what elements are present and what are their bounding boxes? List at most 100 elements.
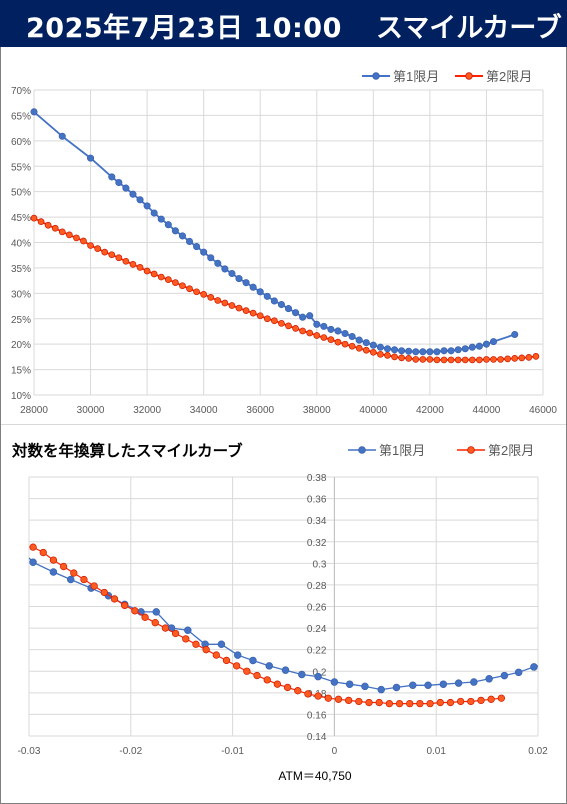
data-point <box>500 671 509 680</box>
data-point <box>242 307 250 314</box>
data-point <box>426 699 434 708</box>
data-point <box>298 670 306 679</box>
data-point <box>320 322 328 330</box>
data-point <box>334 327 342 335</box>
data-point <box>207 254 215 262</box>
y-tick-label: 20% <box>11 340 31 351</box>
data-point <box>44 221 52 229</box>
x-tick-label: 36000 <box>246 405 274 416</box>
y-tick-label: 45% <box>11 213 31 224</box>
x-tick-label: 0.02 <box>528 746 548 757</box>
data-point <box>278 319 285 327</box>
data-point <box>49 556 58 564</box>
data-point <box>186 285 193 293</box>
data-point <box>497 356 504 363</box>
data-point <box>182 635 190 643</box>
y-tick-label: 0.16 <box>307 710 327 721</box>
data-point <box>108 251 116 259</box>
chart-title: 対数を年換算したスマイルカーブ <box>11 441 243 460</box>
data-point <box>355 697 363 706</box>
grid-lines <box>28 476 539 737</box>
legend-marker-series2 <box>465 72 473 80</box>
data-point <box>100 588 108 597</box>
legend-marker-series1 <box>358 446 366 454</box>
data-point <box>345 680 354 688</box>
data-point <box>58 132 66 140</box>
y-tick-label: 0.28 <box>307 581 327 592</box>
data-point <box>129 261 137 268</box>
data-point <box>476 356 483 364</box>
data-point <box>143 202 151 210</box>
data-point <box>171 227 179 235</box>
data-point <box>376 343 384 351</box>
data-point <box>284 305 293 313</box>
data-point <box>192 640 200 648</box>
y-tick-label: 60% <box>11 137 31 148</box>
data-point <box>202 646 210 654</box>
data-point <box>398 347 406 355</box>
data-point <box>532 353 540 360</box>
data-point <box>51 224 59 232</box>
data-point <box>30 108 38 116</box>
data-point <box>377 350 384 358</box>
data-point <box>456 697 465 706</box>
y-tick-label: 35% <box>11 264 31 275</box>
data-point <box>383 345 392 353</box>
data-point <box>152 608 161 616</box>
data-point <box>504 355 512 363</box>
data-point <box>365 698 373 707</box>
data-point <box>122 257 130 265</box>
data-point <box>136 196 144 204</box>
data-point <box>263 315 271 323</box>
data-point <box>193 243 201 251</box>
data-point <box>141 613 149 621</box>
data-point <box>477 696 485 705</box>
data-point <box>285 322 292 330</box>
x-tick-label: 34000 <box>190 405 218 416</box>
data-point <box>253 671 261 680</box>
data-point <box>369 341 377 349</box>
x-tick-label: 46000 <box>529 405 557 416</box>
x-tick-label: 30000 <box>77 405 105 416</box>
series-line <box>33 111 515 353</box>
series-1 <box>28 557 539 694</box>
data-point <box>327 325 335 333</box>
data-point <box>235 275 243 283</box>
x-tick-label: 0.01 <box>426 746 446 757</box>
y-tick-label: 25% <box>11 315 31 326</box>
data-point <box>214 259 222 267</box>
data-point <box>306 312 314 320</box>
data-point <box>221 299 229 307</box>
data-point <box>419 356 427 363</box>
y-tick-labels: 10% 15% 20% 25% 30% 35% 40% 45% 50% 55% 60% 65% 70% <box>11 86 31 402</box>
data-point <box>412 348 420 356</box>
data-point <box>150 209 158 217</box>
data-point <box>454 679 463 687</box>
data-point <box>179 282 186 290</box>
data-point <box>80 575 88 584</box>
data-point <box>131 607 139 615</box>
data-point <box>334 338 342 346</box>
data-point <box>49 568 58 576</box>
series-2 <box>30 214 540 364</box>
data-point <box>122 184 130 192</box>
data-point <box>345 696 353 705</box>
data-point <box>485 675 493 683</box>
log-smile-curve-chart: 対数を年換算したスマイルカーブ 0.140.160.180.20.220.240… <box>11 441 548 783</box>
header-bar: 2025年7月23日 10:00 スマイルカーブ <box>0 0 567 47</box>
data-point <box>70 569 78 577</box>
grid-lines <box>33 89 544 396</box>
chart-legend: 第1限月 第2限月 <box>348 443 534 458</box>
data-point <box>390 346 399 354</box>
x-tick-label: 42000 <box>416 405 444 416</box>
legend-label-series2: 第2限月 <box>486 69 532 84</box>
x-tick-label: 40000 <box>359 405 387 416</box>
data-point <box>375 698 383 707</box>
data-point <box>271 317 278 325</box>
data-point <box>405 355 413 362</box>
data-point <box>497 694 506 702</box>
data-point <box>392 683 401 692</box>
y-tick-label: 0.32 <box>307 538 327 549</box>
data-point <box>157 273 165 281</box>
data-point <box>157 215 165 223</box>
